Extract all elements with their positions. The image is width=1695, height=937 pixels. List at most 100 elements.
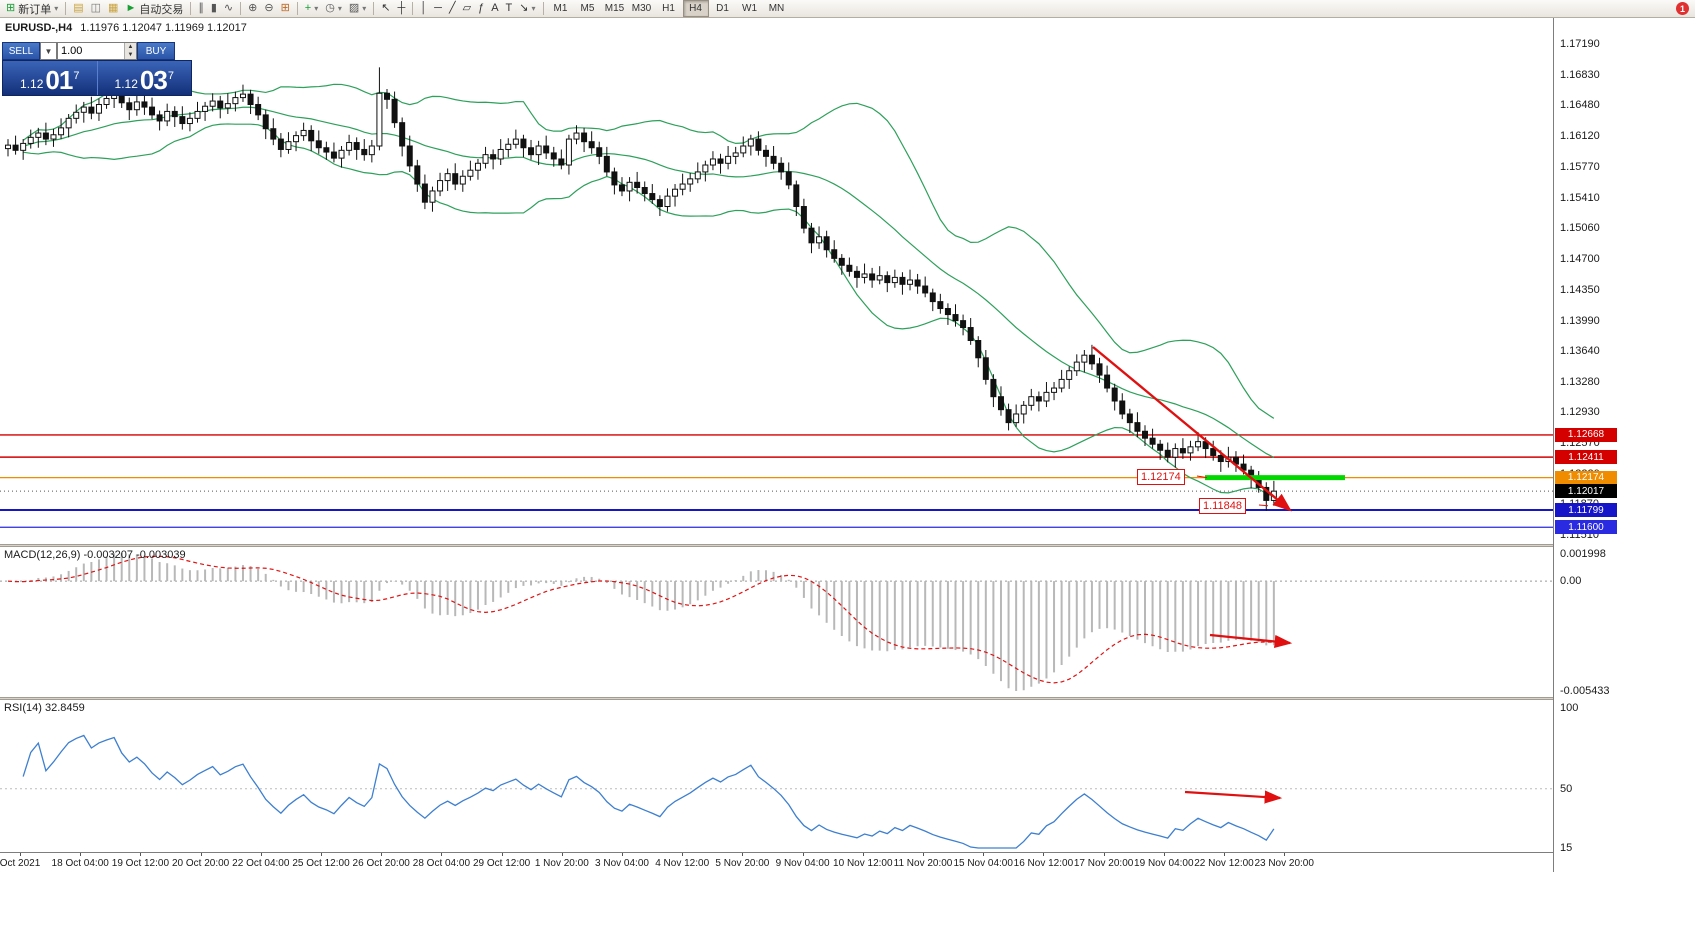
data-window-icon[interactable]: ◫ [88, 1, 104, 16]
time-tick-label: 22 Nov 12:00 [1194, 858, 1254, 869]
price-callout-1.11848[interactable]: 1.11848 [1199, 498, 1246, 514]
time-tick-label: 9 Nov 04:00 [775, 858, 830, 869]
sell-button[interactable]: SELL [2, 42, 40, 60]
rsi-canvas[interactable] [0, 700, 1553, 852]
volume-stepper: ▲ ▼ [124, 43, 136, 59]
vertical-line-icon[interactable]: │ [417, 1, 430, 16]
timeframe-H1[interactable]: H1 [662, 3, 675, 14]
crosshair-icon[interactable]: ┼ [395, 1, 409, 16]
time-tick-mark [200, 853, 202, 856]
price-tick-label: 1.16120 [1560, 130, 1600, 143]
sell-price[interactable]: 1.12 01 7 [20, 65, 80, 95]
time-tick-mark [742, 853, 744, 856]
indicators-icon: + [304, 2, 312, 14]
timeframe-M30[interactable]: M30 [631, 3, 652, 14]
strategy-navigator-icon[interactable]: ▦ [105, 1, 121, 16]
zoom-in-icon[interactable]: ⊕ [245, 1, 260, 16]
timeframe-W1[interactable]: W1 [742, 3, 757, 14]
line-chart-icon[interactable]: ∿ [221, 1, 236, 16]
panel-separator-rsi[interactable] [0, 697, 1695, 700]
notification-badge[interactable]: 1 [1676, 2, 1689, 15]
periods-button[interactable]: ◷ ▾ [322, 1, 345, 16]
toolbar-separator [373, 2, 375, 15]
chart-window-icon[interactable]: ▤ [70, 1, 86, 16]
chevron-down-icon: ▾ [314, 4, 319, 13]
cursor-icon-icon: ↖ [381, 2, 391, 14]
timeframe-M15[interactable]: M15 [604, 3, 625, 14]
time-tick-label: 18 Oct 04:00 [51, 858, 109, 869]
data-window-icon-icon: ◫ [90, 2, 102, 14]
tile-windows-icon[interactable]: ⊞ [278, 1, 293, 16]
price-axis[interactable]: 1.17190 1.16830 1.16480 1.16120 1.15770 1.154… [1553, 18, 1695, 872]
price-callout-1.12174[interactable]: 1.12174 [1137, 469, 1185, 485]
fibonacci-icon[interactable]: ƒ [475, 1, 487, 16]
price-chart-panel: EURUSD-,H4 1.11976 1.12047 1.11969 1.1201… [0, 18, 1553, 544]
volume-down-button[interactable]: ▼ [125, 51, 136, 59]
price-tick-label: 1.17190 [1560, 38, 1600, 50]
toolbar-separator [296, 2, 298, 15]
autotrading-button[interactable]: ► 自动交易 [122, 1, 186, 16]
channel-icon[interactable]: ▱ [460, 1, 474, 16]
price-level-badge: 1.12668 [1555, 427, 1617, 442]
time-tick-label: 23 Nov 20:00 [1254, 858, 1314, 869]
bars-chart-icon[interactable]: ∥ [195, 1, 207, 16]
time-tick-label: 3 Nov 04:00 [595, 858, 649, 869]
timeframe-MN[interactable]: MN [768, 3, 785, 14]
timeframe-D1[interactable]: D1 [716, 3, 729, 14]
price-tick-label: 1.15060 [1560, 222, 1600, 235]
time-tick-mark [80, 853, 82, 856]
macd-arrow [1209, 633, 1293, 649]
time-tick-mark [321, 853, 322, 856]
time-tick-label: 16 Nov 12:00 [1013, 858, 1074, 869]
templates-button[interactable]: ▨ ▾ [346, 1, 369, 16]
buy-price[interactable]: 1.12 03 7 [96, 61, 192, 95]
chart-window-icon-icon: ▤ [73, 2, 84, 14]
price-tick-label: 1.15770 [1560, 160, 1600, 173]
horizontal-line-icon[interactable]: ─ [431, 1, 445, 16]
price-tick-label: 1.14700 [1560, 253, 1600, 266]
trendline-icon[interactable]: ╱ [446, 1, 459, 16]
time-axis[interactable]: Oct 2021 18 Oct 04:00 19 Oct 12:00 20 Oct 2… [0, 852, 1553, 873]
buy-button[interactable]: BUY [137, 42, 175, 60]
zoom-out-icon[interactable]: ⊖ [261, 1, 276, 16]
time-tick-label: 28 Oct 04:00 [412, 858, 471, 869]
panel-separator-macd[interactable] [0, 544, 1695, 547]
periods-icon: ◷ [325, 2, 335, 14]
new-order-icon: ⊞ [6, 2, 16, 14]
chevron-down-icon: ▾ [362, 4, 367, 13]
volume-field: ▲ ▼ [57, 42, 137, 60]
timeframe-M1[interactable]: M1 [553, 3, 568, 14]
horizontal-line-icon-icon: ─ [434, 2, 442, 14]
toolbar-separator [65, 2, 67, 15]
price-tick-label: 1.16830 [1560, 69, 1600, 82]
price-tick-label: 1.13280 [1560, 375, 1600, 388]
indicators-button[interactable]: + ▾ [302, 1, 321, 16]
text-icon[interactable]: A [488, 1, 501, 16]
time-tick-label: 26 Oct 20:00 [352, 858, 410, 869]
time-tick-mark [1284, 853, 1286, 856]
candlesticks [5, 67, 1277, 511]
time-tick-mark [140, 853, 142, 856]
label-icon[interactable]: T [503, 1, 516, 16]
price-chart-canvas[interactable] [0, 18, 1553, 544]
cursor-icon[interactable]: ↖ [378, 1, 393, 16]
timeframe-M5[interactable]: M5 [580, 3, 595, 14]
macd-signal-line [7, 555, 1274, 684]
volume-input[interactable] [58, 43, 124, 59]
time-tick-mark [260, 853, 262, 856]
time-tick-label: 19 Oct 12:00 [111, 858, 170, 869]
volume-up-button[interactable]: ▲ [125, 43, 136, 51]
arrows-icon[interactable]: ↘ ▾ [516, 1, 538, 16]
timeframe-H4[interactable]: H4 [682, 0, 709, 17]
new-order-button[interactable]: ⊞ 新订单 ▾ [3, 1, 61, 16]
current-price-badge: 1.12017 [1555, 484, 1617, 499]
candlestick-chart-icon[interactable]: ▮ [208, 1, 220, 16]
rsi-line [22, 734, 1275, 849]
time-tick-mark [622, 853, 623, 856]
text-icon-icon: A [491, 2, 499, 14]
time-tick-label: 11 Nov 20:00 [893, 858, 953, 869]
volume-preset-dropdown[interactable]: ▼ [40, 42, 57, 60]
macd-histogram [14, 553, 1275, 691]
macd-canvas[interactable] [0, 547, 1553, 697]
